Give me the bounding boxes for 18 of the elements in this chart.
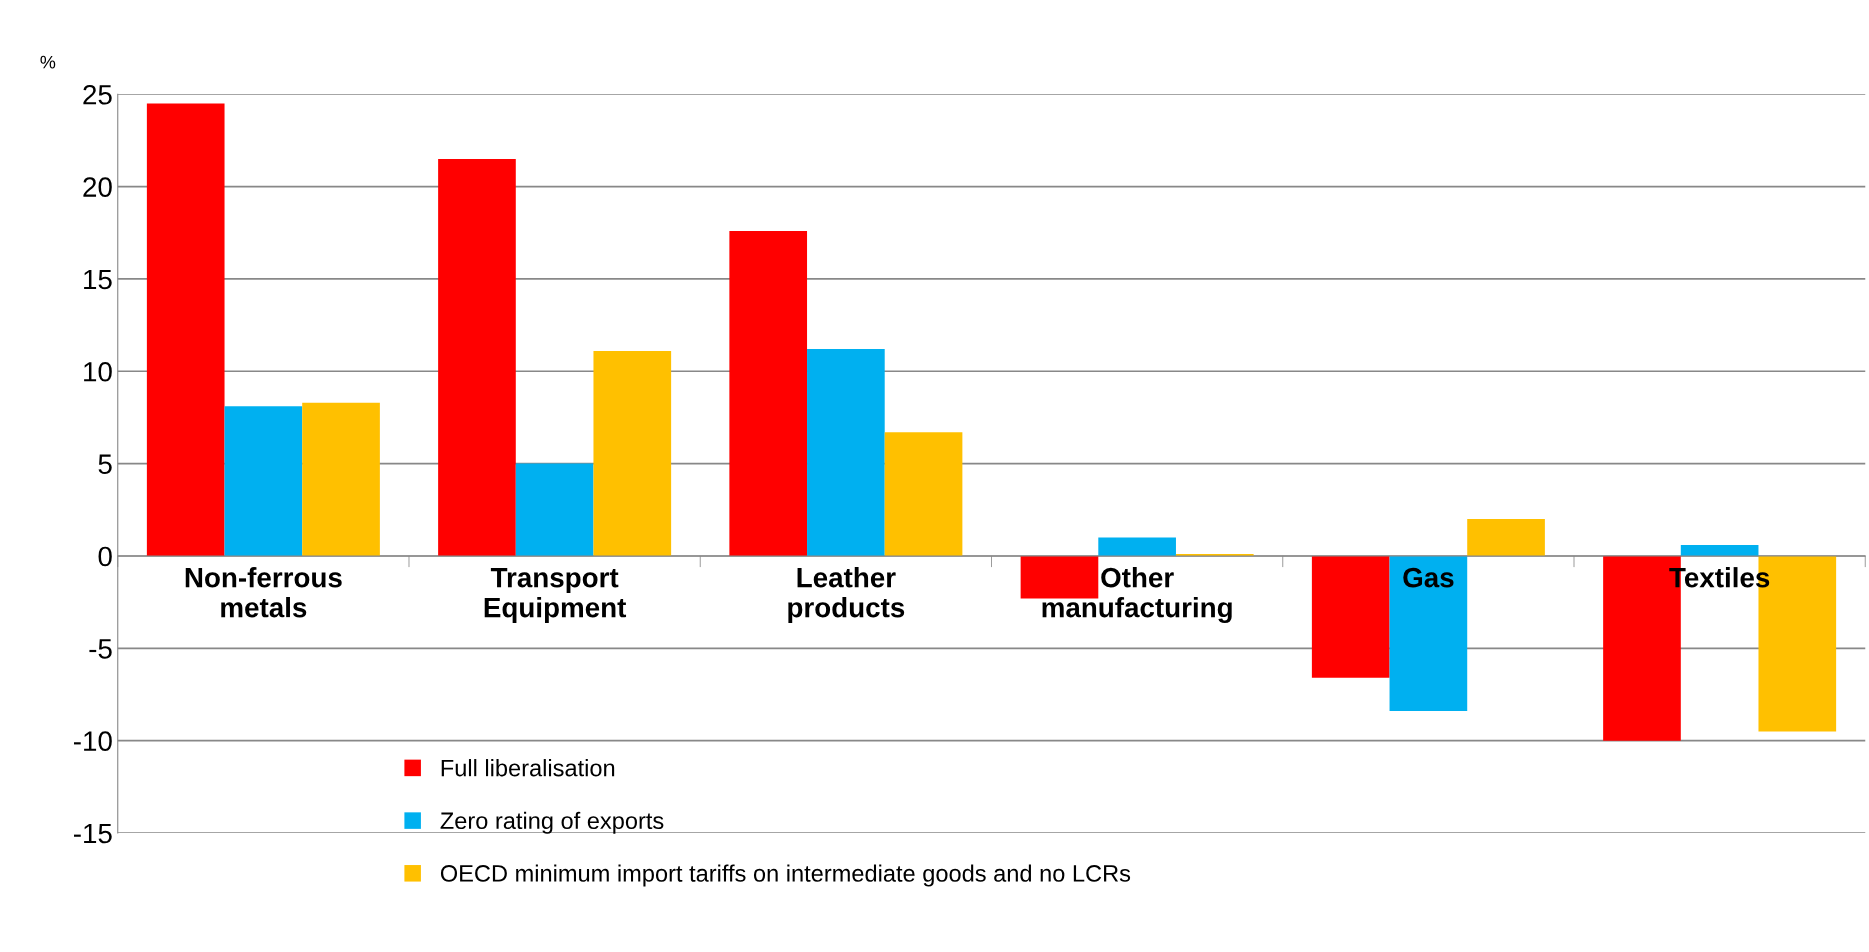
y-tick-label: 20 (83, 177, 112, 197)
y-tick-label: 10 (84, 361, 112, 382)
y-tick-label: -10 (73, 731, 112, 751)
legend-label: Full liberalisation (441, 759, 615, 777)
x-tick-label: Gas (1403, 567, 1454, 588)
y-tick-label: -5 (89, 639, 112, 659)
y-tick-label: 25 (83, 84, 112, 105)
y-axis-title: % (40, 55, 56, 69)
y-tick-label: -15 (73, 823, 112, 844)
x-tick-label: Other manufacturing (1042, 567, 1232, 624)
legend-label: OECD minimum import tariffs on intermediate goods and no LCRs (440, 864, 1131, 887)
x-tick-label: Non-ferrous metals (185, 567, 342, 618)
y-tick-label: 15 (84, 269, 112, 290)
y-tick-label: 0 (98, 546, 112, 567)
x-tick-label: Transport Equipment (484, 568, 627, 623)
x-tick-label: Leather products (788, 567, 905, 623)
y-tick-label: 5 (98, 454, 112, 474)
legend-label: Zero rating of exports (440, 811, 664, 834)
